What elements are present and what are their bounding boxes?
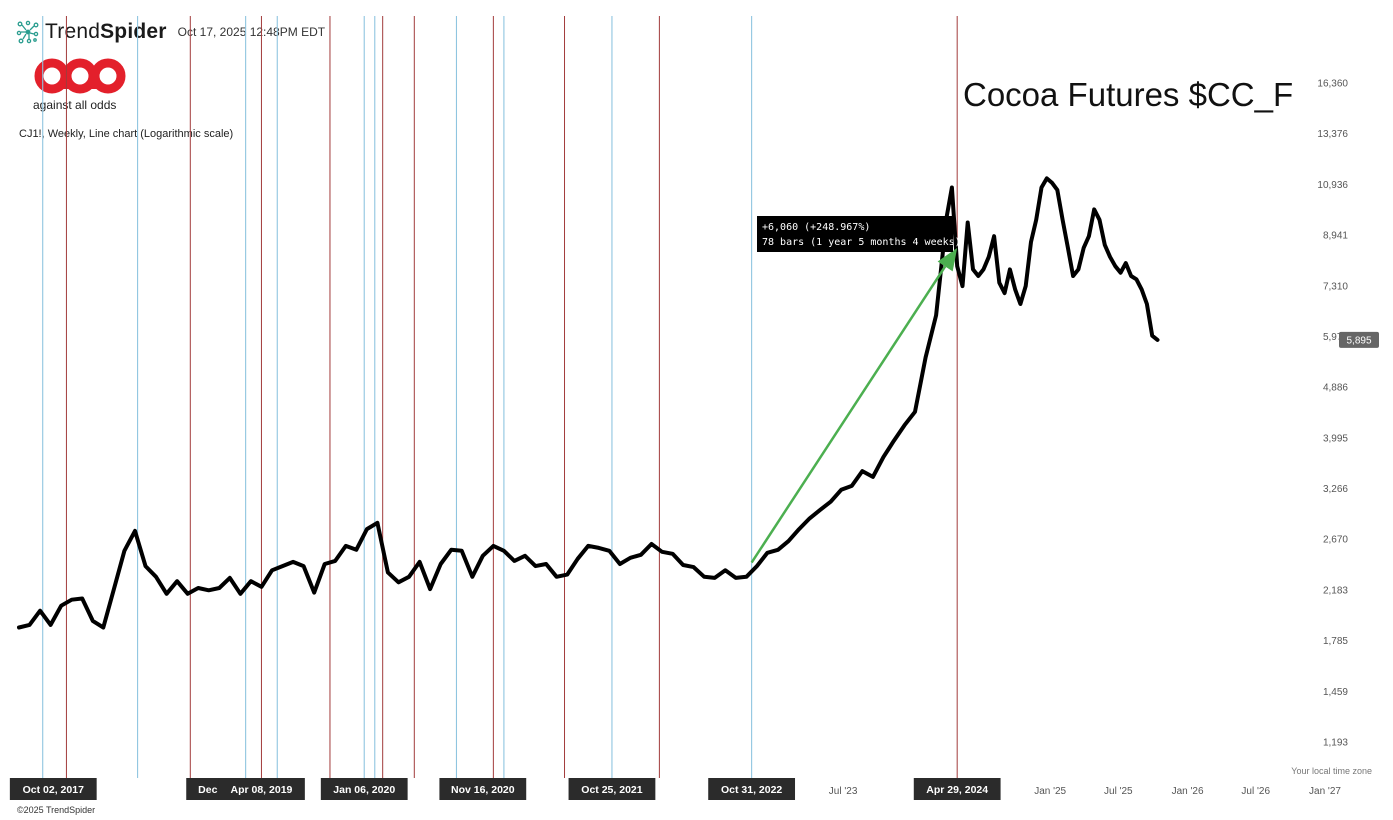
y-tick-label: 7,310 <box>1323 281 1348 292</box>
date-label: Apr 29, 2024 <box>926 784 988 796</box>
last-value-badge <box>1339 331 1379 348</box>
y-tick-label: 1,193 <box>1323 738 1348 749</box>
y-tick-label: 13,376 <box>1317 129 1348 140</box>
measure-arrow-line <box>750 265 947 564</box>
y-tick-label: 4,886 <box>1323 383 1348 394</box>
x-tick-label: Jul '23 <box>829 786 858 797</box>
date-label: Oct 25, 2021 <box>581 784 642 796</box>
y-tick-label: 1,459 <box>1323 687 1348 698</box>
measure-annotation-box <box>757 216 953 252</box>
brand-name: TrendSpider <box>45 20 167 44</box>
copyright-text: ©2025 TrendSpider <box>17 805 96 815</box>
trendspider-brand: TrendSpider Oct 17, 2025 12:48PM EDT <box>16 19 325 45</box>
y-tick-label: 3,995 <box>1323 433 1348 444</box>
date-label-bg <box>320 778 408 800</box>
chart-subtitle: CJ1!, Weekly, Line chart (Logarithmic sc… <box>19 128 234 140</box>
measure-duration-label: 78 bars (1 year 5 months 4 weeks) <box>762 237 961 248</box>
y-tick-label: 1,785 <box>1323 636 1348 647</box>
chart-timestamp: Oct 17, 2025 12:48PM EDT <box>177 25 326 39</box>
y-tick-label: 16,360 <box>1317 79 1348 90</box>
y-tick-label: 2,183 <box>1323 585 1348 596</box>
last-value-label: 5,895 <box>1346 335 1371 346</box>
x-tick-label: Jan '25 <box>1034 786 1066 797</box>
measure-change-label: +6,060 (+248.967%) <box>762 222 870 233</box>
x-tick-label: Jul '25 <box>1104 786 1133 797</box>
chart-title: Cocoa Futures $CC_F <box>963 76 1294 113</box>
date-label-bg <box>439 778 527 800</box>
brand-name-light: Trend <box>45 20 101 43</box>
y-tick-label: 10,936 <box>1317 180 1348 191</box>
date-label-bg <box>218 778 305 800</box>
date-label: Apr 08, 2019 <box>231 784 293 796</box>
y-tick-label: 2,670 <box>1323 535 1348 546</box>
date-label: Oct 02, 2017 <box>23 784 84 796</box>
date-label-bg <box>568 778 656 800</box>
brand-name-bold: Spider <box>100 20 167 43</box>
measure-arrow-head <box>937 247 958 272</box>
date-label-bg <box>913 778 1001 800</box>
timezone-note: Your local time zone <box>1291 766 1372 776</box>
x-tick-label: Jan '26 <box>1172 786 1204 797</box>
x-tick-label: Jul '26 <box>1241 786 1270 797</box>
aao-logo-ring <box>90 58 126 94</box>
date-label-bg <box>9 778 97 800</box>
y-tick-label: 5,976 <box>1323 332 1348 343</box>
x-tick-label: Jan '27 <box>1309 786 1341 797</box>
aao-tagline: against all odds <box>33 98 117 112</box>
date-label-bg <box>708 778 796 800</box>
y-tick-label: 8,941 <box>1323 231 1348 242</box>
date-label: Nov 16, 2020 <box>451 784 515 796</box>
trendspider-logo-icon <box>16 20 39 44</box>
aao-logo-bridge <box>89 78 99 89</box>
date-label: Jan 06, 2020 <box>333 784 395 796</box>
date-label: Oct 31, 2022 <box>721 784 782 796</box>
price-series-line[interactable] <box>17 176 1160 630</box>
y-tick-label: 3,266 <box>1323 484 1348 495</box>
